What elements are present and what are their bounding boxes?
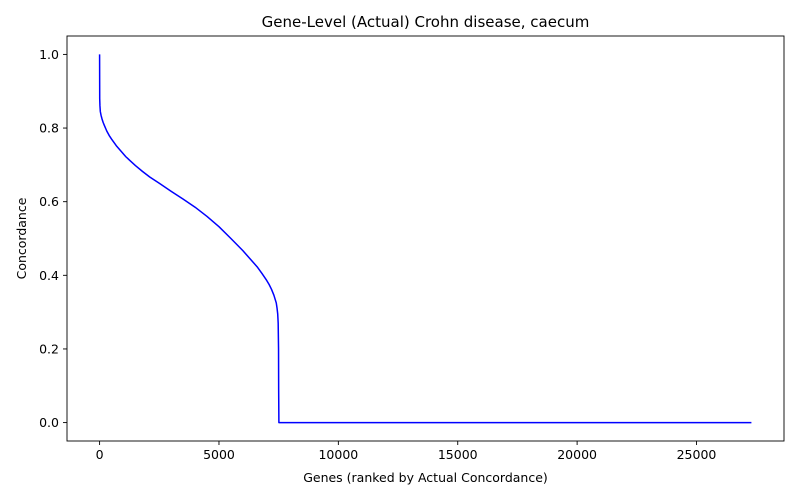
x-tick-label: 10000 [318,447,358,462]
x-tick-label: 5000 [203,447,235,462]
y-tick-label: 0.2 [39,341,59,356]
x-tick-label: 15000 [438,447,478,462]
series-line-0 [98,54,752,424]
y-tick-label: 0.4 [39,268,59,283]
y-tick-label: 0.6 [39,194,59,209]
chart-title: Gene-Level (Actual) Crohn disease, caecu… [262,13,590,31]
y-axis-label: Concordance [14,197,29,279]
y-tick-label: 1.0 [39,47,59,62]
y-tick-label: 0.8 [39,121,59,136]
plot-area: 0 5000 10000 15000 20000 25000 0.0 0.2 0.4 0.6 0.8… [39,35,785,462]
x-tick-label: 25000 [677,447,717,462]
plot-frame [66,35,785,442]
y-tick-label: 0.0 [39,415,59,430]
x-tick-label: 0 [96,447,104,462]
x-tick-label: 20000 [557,447,597,462]
x-axis-label: Genes (ranked by Actual Concordance) [303,470,548,485]
